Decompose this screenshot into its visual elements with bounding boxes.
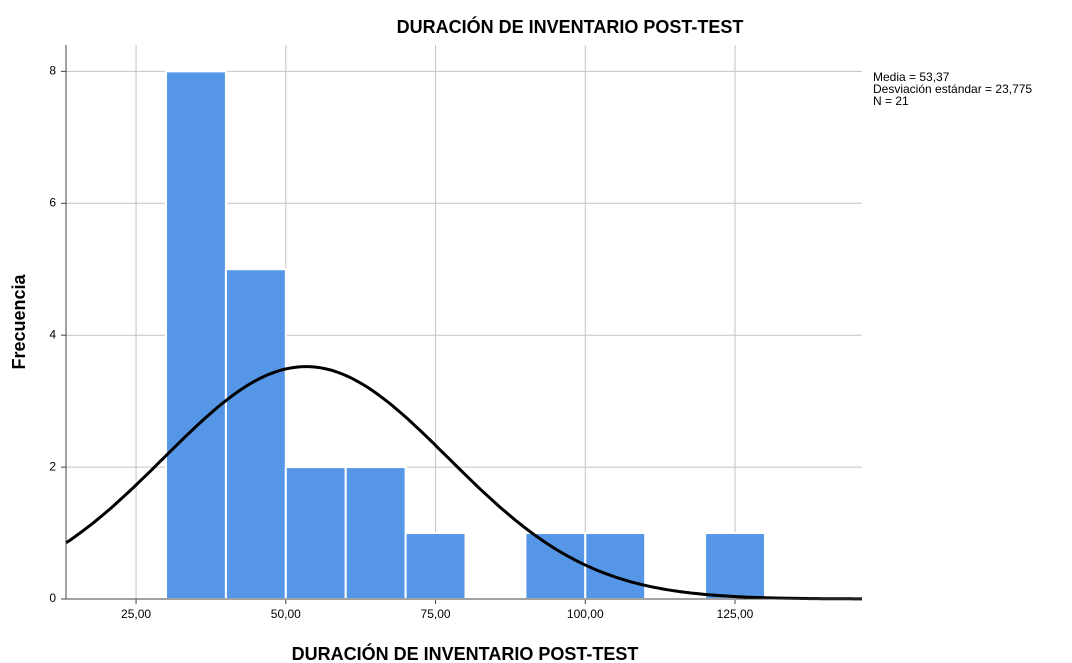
y-tick-label: 6 xyxy=(49,195,56,209)
stat-mean: Media = 53,37 xyxy=(873,70,950,84)
bar xyxy=(344,466,407,600)
x-tick-label: 25,00 xyxy=(121,607,151,621)
x-tick-label: 125,00 xyxy=(717,607,754,621)
bar xyxy=(404,532,467,600)
bar xyxy=(584,532,647,600)
y-axis-label: Frecuencia xyxy=(9,273,29,369)
x-tick-label: 100,00 xyxy=(567,607,604,621)
y-tick-label: 2 xyxy=(49,459,56,473)
bar xyxy=(704,532,766,600)
stat-n: N = 21 xyxy=(873,94,909,108)
bar xyxy=(224,268,287,600)
y-tick-label: 0 xyxy=(49,591,56,605)
y-tick-label: 4 xyxy=(49,327,56,341)
bar xyxy=(524,532,587,600)
bar xyxy=(284,466,347,600)
x-axis-label: DURACIÓN DE INVENTARIO POST-TEST xyxy=(292,643,639,663)
x-tick-label: 50,00 xyxy=(271,607,301,621)
chart-title: DURACIÓN DE INVENTARIO POST-TEST xyxy=(397,16,744,37)
stat-sd: Desviación estándar = 23,775 xyxy=(873,82,1032,96)
normal-curve xyxy=(65,365,862,601)
y-tick-label: 8 xyxy=(49,64,56,78)
x-tick-label: 75,00 xyxy=(421,607,451,621)
bar xyxy=(165,70,227,600)
